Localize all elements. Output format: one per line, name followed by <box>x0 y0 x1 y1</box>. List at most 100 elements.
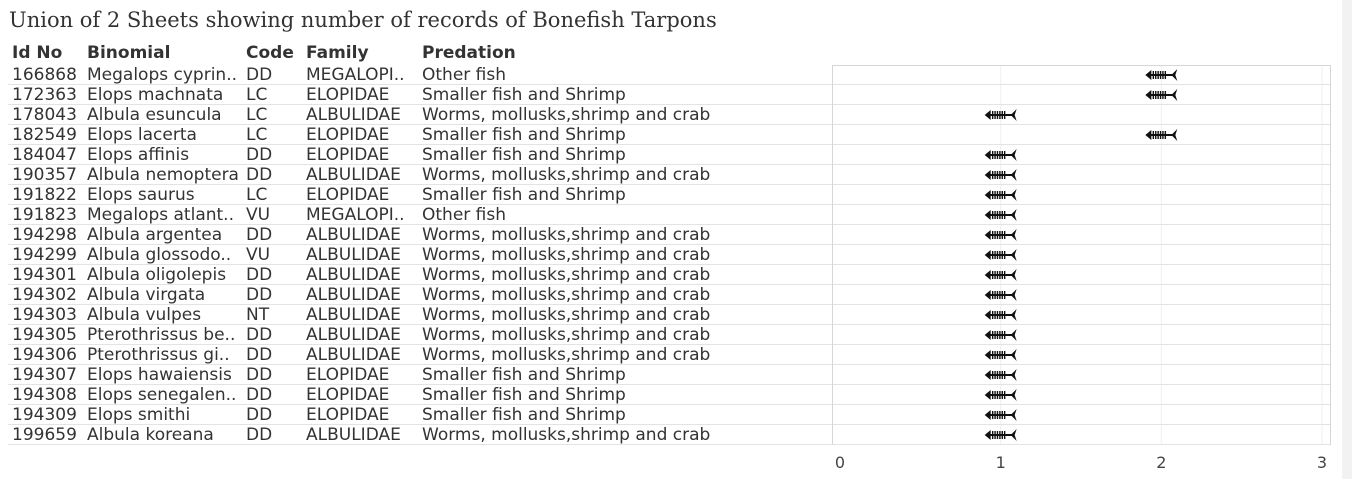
cell-id-no: 199659 <box>12 425 77 445</box>
cell-binomial: Elops lacerta <box>87 125 197 145</box>
row-separator <box>8 384 832 385</box>
cell-binomial: Albula glossodo.. <box>87 245 232 265</box>
table-row[interactable]: 194309 Elops smithi DD ELOPIDAE Smaller fish… <box>8 405 832 425</box>
cell-predation: Worms, mollusks,shrimp and crab <box>422 265 711 285</box>
cell-predation: Worms, mollusks,shrimp and crab <box>422 425 711 445</box>
fish-head <box>984 230 991 240</box>
cell-binomial: Albula virgata <box>87 285 206 305</box>
fish-head <box>984 110 991 120</box>
cell-predation: Other fish <box>422 65 507 85</box>
table-row[interactable]: 190357 Albula nemoptera DD ALBULIDAE Worms, … <box>8 165 832 185</box>
cell-family: ELOPIDAE <box>306 365 390 385</box>
fish-skeleton-icon <box>984 369 1017 381</box>
table-row[interactable]: 166868 Megalops cyprin.. DD MEGALOPI.. Other… <box>8 65 832 85</box>
cell-id-no: 194305 <box>12 325 77 345</box>
fish-head <box>984 270 991 280</box>
cell-family: ALBULIDAE <box>306 325 401 345</box>
header-code[interactable]: Code <box>246 43 294 63</box>
cell-binomial: Elops machnata <box>87 85 224 105</box>
fish-tail <box>1010 249 1017 261</box>
cell-id-no: 178043 <box>12 105 77 125</box>
fish-head <box>984 370 991 380</box>
table-row[interactable]: 194303 Albula vulpes NT ALBULIDAE Worms, mol… <box>8 305 832 325</box>
table-row[interactable]: 199659 Albula koreana DD ALBULIDAE Worms, mo… <box>8 425 832 445</box>
fish-tail <box>1010 289 1017 301</box>
cell-id-no: 194298 <box>12 225 77 245</box>
fish-tail <box>1010 349 1017 361</box>
cell-id-no: 191822 <box>12 185 77 205</box>
row-separator <box>8 324 832 325</box>
cell-predation: Smaller fish and Shrimp <box>422 365 626 385</box>
cell-predation: Smaller fish and Shrimp <box>422 145 626 165</box>
cell-family: ELOPIDAE <box>306 145 390 165</box>
fish-head <box>984 390 991 400</box>
cell-binomial: Albula argentea <box>87 225 223 245</box>
cell-id-no: 194301 <box>12 265 77 285</box>
header-binomial[interactable]: Binomial <box>87 43 171 63</box>
fish-skeleton-icon <box>1145 69 1178 81</box>
cell-binomial: Pterothrissus gi.. <box>87 345 230 365</box>
table-row[interactable]: 194298 Albula argentea DD ALBULIDAE Worms, m… <box>8 225 832 245</box>
cell-family: ELOPIDAE <box>306 125 390 145</box>
cell-id-no: 194302 <box>12 285 77 305</box>
cell-predation: Worms, mollusks,shrimp and crab <box>422 285 711 305</box>
table-row[interactable]: 194302 Albula virgata DD ALBULIDAE Worms, mo… <box>8 285 832 305</box>
fish-tail <box>1010 409 1017 421</box>
fish-skeleton-icon <box>984 289 1017 301</box>
row-separator <box>8 84 832 85</box>
table-row[interactable]: 194305 Pterothrissus be.. DD ALBULIDAE Worms… <box>8 325 832 345</box>
cell-predation: Smaller fish and Shrimp <box>422 405 626 425</box>
fish-skeleton-icon <box>984 169 1017 181</box>
fish-skeleton-icon <box>1145 129 1178 141</box>
cell-predation: Worms, mollusks,shrimp and crab <box>422 165 711 185</box>
table-row[interactable]: 194307 Elops hawaiensis DD ELOPIDAE Smaller … <box>8 365 832 385</box>
cell-id-no: 182549 <box>12 125 77 145</box>
fish-head <box>984 250 991 260</box>
cell-code: DD <box>246 265 273 285</box>
cell-predation: Smaller fish and Shrimp <box>422 185 626 205</box>
cell-id-no: 194309 <box>12 405 77 425</box>
fish-tail <box>1010 369 1017 381</box>
fish-head <box>1145 130 1152 140</box>
cell-family: ALBULIDAE <box>306 105 401 125</box>
cell-binomial: Albula oligolepis <box>87 265 227 285</box>
row-separator <box>8 144 832 145</box>
fish-head <box>984 430 991 440</box>
cell-id-no: 194306 <box>12 345 77 365</box>
cell-code: DD <box>246 325 273 345</box>
row-separator <box>8 204 832 205</box>
cell-code: DD <box>246 285 273 305</box>
table-row[interactable]: 182549 Elops lacerta LC ELOPIDAE Smaller fis… <box>8 125 832 145</box>
fish-tail <box>1010 189 1017 201</box>
cell-predation: Worms, mollusks,shrimp and crab <box>422 305 711 325</box>
cell-family: ALBULIDAE <box>306 305 401 325</box>
vertical-scrollbar[interactable] <box>1342 0 1352 479</box>
cell-predation: Other fish <box>422 205 507 225</box>
table-row[interactable]: 178043 Albula esuncula LC ALBULIDAE Worms, m… <box>8 105 832 125</box>
table-row[interactable]: 191823 Megalops atlant.. VU MEGALOPI.. Other… <box>8 205 832 225</box>
cell-family: ELOPIDAE <box>306 385 390 405</box>
fish-tail <box>1010 169 1017 181</box>
cell-predation: Worms, mollusks,shrimp and crab <box>422 245 711 265</box>
fish-skeleton-icon <box>984 269 1017 281</box>
fish-skeleton-icon <box>984 349 1017 361</box>
table-row[interactable]: 191822 Elops saurus LC ELOPIDAE Smaller fish… <box>8 185 832 205</box>
header-predation[interactable]: Predation <box>422 43 516 63</box>
table-row[interactable]: 184047 Elops affinis DD ELOPIDAE Smaller fis… <box>8 145 832 165</box>
table-row[interactable]: 194306 Pterothrissus gi.. DD ALBULIDAE Worms… <box>8 345 832 365</box>
table-row[interactable]: 172363 Elops machnata LC ELOPIDAE Smaller fi… <box>8 85 832 105</box>
fish-head <box>984 150 991 160</box>
cell-predation: Worms, mollusks,shrimp and crab <box>422 105 711 125</box>
table-row[interactable]: 194301 Albula oligolepis DD ALBULIDAE Worms,… <box>8 265 832 285</box>
chart-title: Union of 2 Sheets showing number of reco… <box>9 8 717 32</box>
table-row[interactable]: 194308 Elops senegalen.. DD ELOPIDAE Smaller… <box>8 385 832 405</box>
fish-tail <box>1010 109 1017 121</box>
cell-id-no: 190357 <box>12 165 77 185</box>
fish-count-chart: 0 1 2 3 <box>832 65 1331 472</box>
cell-code: DD <box>246 365 273 385</box>
header-family[interactable]: Family <box>306 43 369 63</box>
header-id-no[interactable]: Id No <box>12 43 63 63</box>
fish-head <box>984 310 991 320</box>
table-row[interactable]: 194299 Albula glossodo.. VU ALBULIDAE Worms,… <box>8 245 832 265</box>
row-separator <box>8 124 832 125</box>
